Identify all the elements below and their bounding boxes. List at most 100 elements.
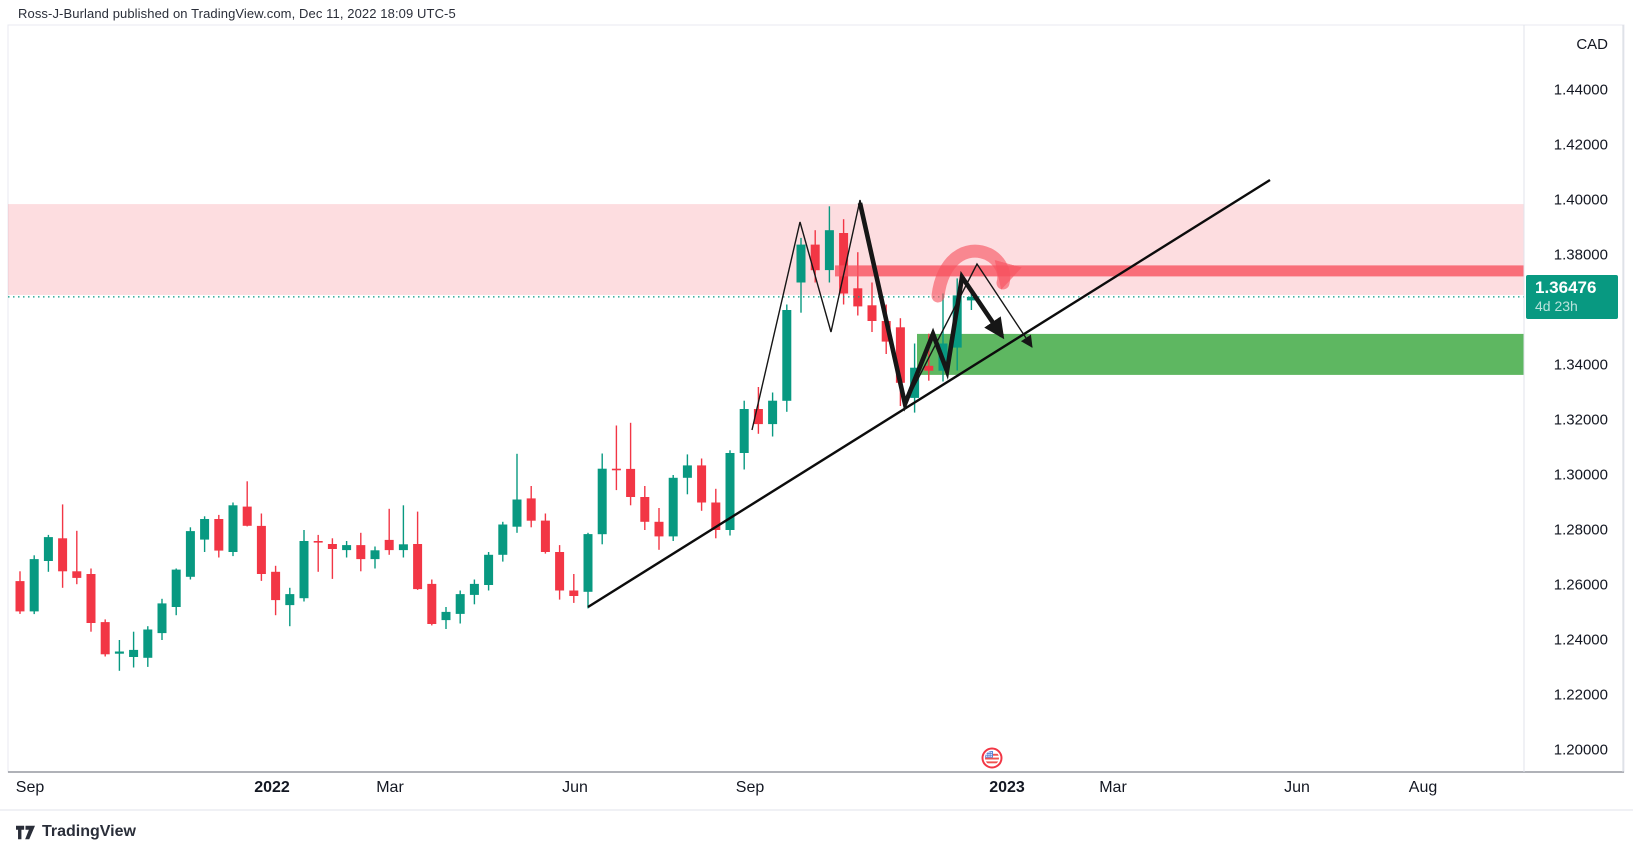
candle: [611, 425, 621, 491]
last-price-value: 1.36476: [1535, 278, 1597, 298]
candle: [100, 619, 110, 657]
candle: [185, 527, 195, 580]
time-axis-label: Mar: [1099, 779, 1127, 796]
candle: [129, 631, 139, 668]
candle: [824, 206, 834, 283]
candle: [285, 587, 295, 627]
candle: [441, 607, 451, 629]
red-curve-arrow-drawing[interactable]: [931, 244, 1022, 303]
candle: [753, 387, 763, 434]
candle: [583, 532, 593, 609]
price-tick-label: 1.20000: [1553, 741, 1608, 759]
price-tick-label: 1.32000: [1553, 411, 1608, 429]
demand-zone[interactable]: [917, 333, 1524, 375]
tradingview-logo-icon: [16, 825, 35, 840]
candle: [640, 486, 650, 530]
candle: [484, 552, 494, 591]
candle: [342, 541, 352, 558]
time-axis-label: 2022: [254, 779, 290, 796]
price-tick-label: 1.40000: [1553, 191, 1608, 209]
candle: [725, 450, 735, 536]
candle: [256, 513, 266, 581]
candle: [398, 505, 408, 558]
candle: [469, 579, 479, 605]
zigzag-projection-thick[interactable]: [857, 202, 1005, 412]
time-axis-label: 2023: [989, 779, 1025, 796]
candle: [271, 565, 281, 616]
candle: [626, 422, 636, 506]
candle: [697, 458, 707, 511]
candle: [768, 392, 778, 437]
us-economic-event-icon[interactable]: [981, 747, 1003, 769]
candle: [29, 555, 39, 615]
candle: [668, 475, 678, 541]
candle: [512, 453, 522, 533]
price-tick-label: 1.26000: [1553, 576, 1608, 594]
candle: [853, 252, 863, 316]
candle: [413, 511, 423, 590]
time-axis-label: Jun: [562, 779, 588, 796]
candle: [682, 454, 692, 495]
candle: [200, 516, 210, 552]
candle: [86, 568, 96, 632]
candle: [498, 521, 508, 562]
time-axis-label: Mar: [376, 779, 404, 796]
candle: [782, 304, 792, 412]
candle: [597, 453, 607, 545]
candle-series[interactable]: [15, 206, 976, 671]
candle: [540, 513, 550, 554]
supply-zone[interactable]: [8, 204, 1524, 295]
candle: [569, 574, 579, 603]
tradingview-brand-text: TradingView: [42, 823, 136, 840]
price-tick-label: 1.24000: [1553, 631, 1608, 649]
candle: [15, 571, 25, 614]
price-tick-label: 1.22000: [1553, 686, 1608, 704]
price-tick-label: 1.34000: [1553, 356, 1608, 374]
candle: [654, 508, 664, 550]
candle-countdown: 4d 23h: [1535, 298, 1578, 315]
candle: [370, 546, 380, 569]
time-axis-label: Aug: [1408, 779, 1438, 796]
price-tick-label: 1.38000: [1553, 246, 1608, 264]
candle: [555, 545, 565, 600]
candle: [384, 508, 394, 555]
trendline-drawing[interactable]: [587, 178, 1271, 609]
candle: [114, 640, 124, 671]
candle: [739, 400, 749, 470]
price-tick-label: 1.42000: [1553, 136, 1608, 154]
candle: [43, 534, 53, 572]
candle: [839, 219, 849, 305]
candle: [214, 514, 224, 558]
candle: [171, 568, 181, 616]
price-tick-label: 1.30000: [1553, 466, 1608, 484]
candle: [58, 504, 68, 588]
candle: [526, 486, 536, 528]
candle: [327, 538, 337, 579]
price-tick-label: 1.44000: [1553, 81, 1608, 99]
zigzag-projection-thin[interactable]: [751, 199, 1033, 431]
candle: [143, 626, 153, 667]
publisher-attribution: Ross-J-Burland published on TradingView.…: [18, 6, 456, 21]
candle: [242, 481, 252, 527]
time-axis-label: Sep: [15, 779, 45, 796]
plot-frame: [7, 24, 1625, 773]
tradingview-watermark[interactable]: TradingView: [16, 823, 136, 841]
candle: [313, 534, 323, 572]
candle: [867, 282, 877, 332]
candle: [796, 237, 806, 313]
candle: [427, 579, 437, 626]
time-axis-label: Sep: [735, 779, 765, 796]
price-tick-label: 1.28000: [1553, 521, 1608, 539]
quote-currency-label: CAD: [1576, 36, 1608, 53]
candle: [228, 502, 238, 557]
time-axis-label: Jun: [1284, 779, 1310, 796]
candle: [711, 488, 721, 539]
candle: [455, 590, 465, 624]
resistance-band[interactable]: [835, 265, 1524, 277]
candle: [299, 530, 309, 602]
candle: [72, 530, 82, 585]
candle: [157, 598, 167, 640]
candle: [356, 532, 366, 572]
